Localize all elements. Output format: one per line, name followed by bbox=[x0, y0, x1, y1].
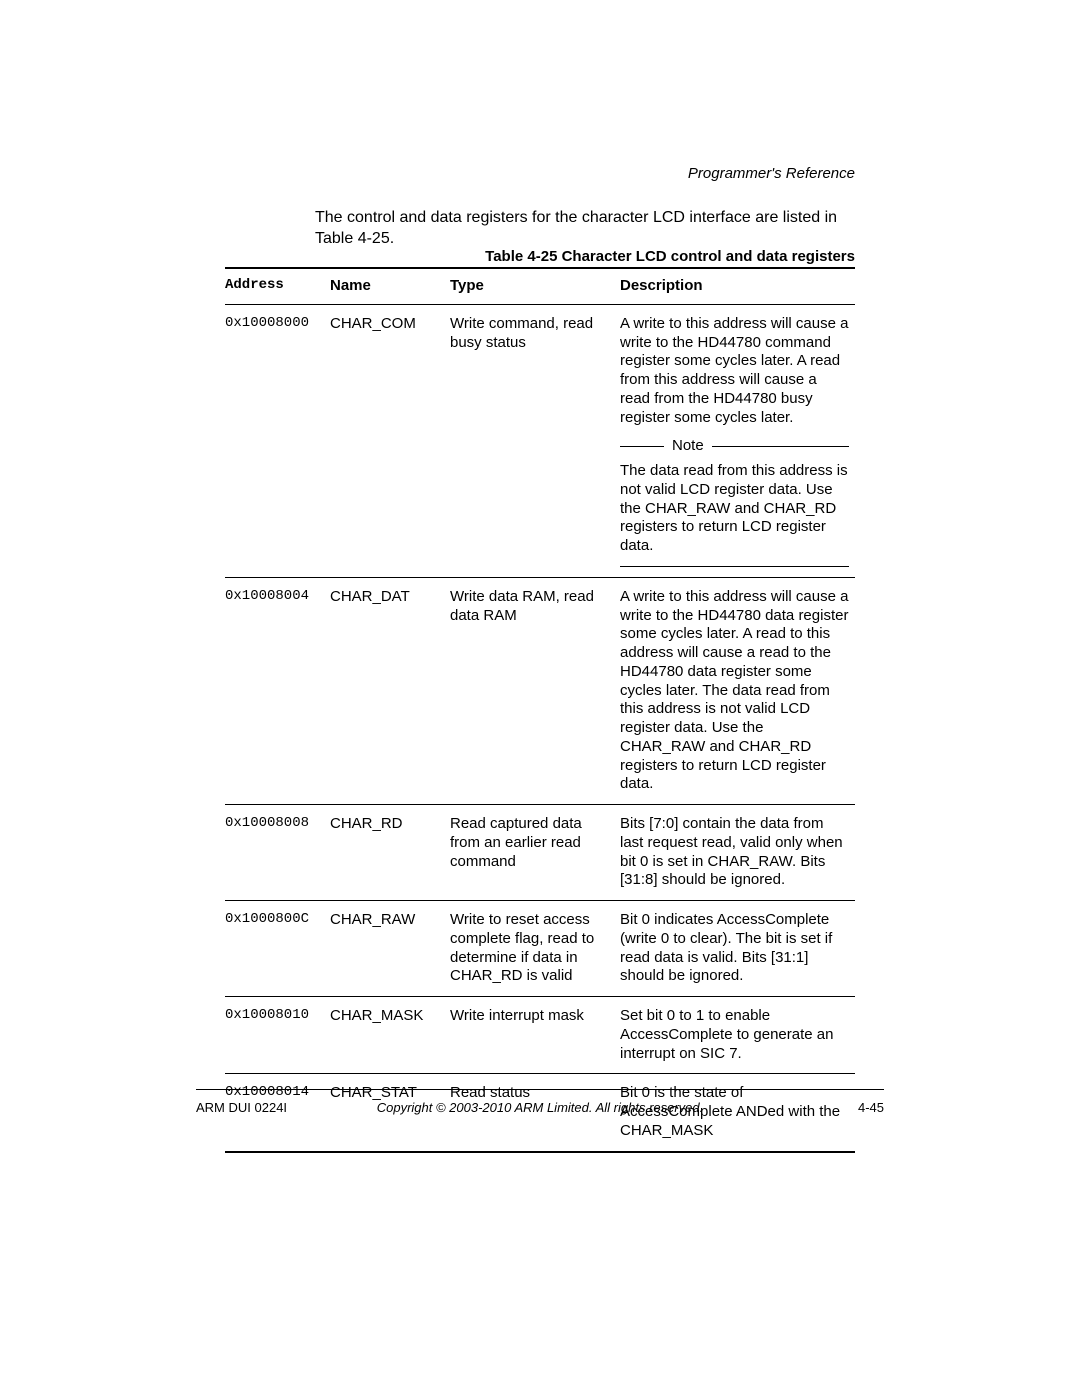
footer-copyright: Copyright © 2003-2010 ARM Limited. All r… bbox=[196, 1100, 884, 1115]
note-rule-icon bbox=[712, 446, 849, 447]
cell-description: A write to this address will cause a wri… bbox=[620, 577, 855, 804]
col-header-type: Type bbox=[450, 268, 620, 304]
note-label: Note bbox=[672, 437, 704, 456]
table-row: 0x10008000 CHAR_COM Write command, read … bbox=[225, 304, 855, 577]
cell-name: CHAR_MASK bbox=[330, 997, 450, 1074]
table-row: 0x10008010 CHAR_MASK Write interrupt mas… bbox=[225, 997, 855, 1074]
note-rule-icon bbox=[620, 446, 664, 447]
table-header-row: Address Name Type Description bbox=[225, 268, 855, 304]
cell-address: 0x10008000 bbox=[225, 304, 330, 577]
table-caption: Table 4-25 Character LCD control and dat… bbox=[485, 248, 855, 265]
page: Programmer's Reference The control and d… bbox=[0, 0, 1080, 1397]
cell-description: Bits [7:0] contain the data from last re… bbox=[620, 805, 855, 901]
col-header-address: Address bbox=[225, 268, 330, 304]
cell-type: Write to reset access complete flag, rea… bbox=[450, 901, 620, 997]
table-row: 0x1000800C CHAR_RAW Write to reset acces… bbox=[225, 901, 855, 997]
description-text: A write to this address will cause a wri… bbox=[620, 315, 848, 426]
footer-page-number: 4-45 bbox=[858, 1100, 884, 1115]
col-header-description: Description bbox=[620, 268, 855, 304]
cell-name: CHAR_COM bbox=[330, 304, 450, 577]
cell-name: CHAR_RAW bbox=[330, 901, 450, 997]
cell-type: Write data RAM, read data RAM bbox=[450, 577, 620, 804]
cell-description: Set bit 0 to 1 to enable AccessComplete … bbox=[620, 997, 855, 1074]
cell-type: Write interrupt mask bbox=[450, 997, 620, 1074]
cell-name: CHAR_DAT bbox=[330, 577, 450, 804]
footer-rule bbox=[196, 1089, 884, 1090]
cell-address: 0x1000800C bbox=[225, 901, 330, 997]
cell-description: Bit 0 indicates AccessComplete (write 0 … bbox=[620, 901, 855, 997]
cell-type: Read captured data from an earlier read … bbox=[450, 805, 620, 901]
note-header: Note bbox=[620, 437, 849, 456]
cell-description: A write to this address will cause a wri… bbox=[620, 304, 855, 577]
page-footer: ARM DUI 0224I Copyright © 2003-2010 ARM … bbox=[196, 1100, 884, 1115]
intro-paragraph: The control and data registers for the c… bbox=[315, 208, 855, 250]
table-row: 0x10008004 CHAR_DAT Write data RAM, read… bbox=[225, 577, 855, 804]
cell-name: CHAR_RD bbox=[330, 805, 450, 901]
note-footer-rule bbox=[620, 566, 849, 567]
cell-address: 0x10008004 bbox=[225, 577, 330, 804]
cell-type: Write command, read busy status bbox=[450, 304, 620, 577]
footer-doc-id: ARM DUI 0224I bbox=[196, 1100, 287, 1115]
register-table: Address Name Type Description 0x10008000… bbox=[225, 267, 855, 1153]
cell-address: 0x10008010 bbox=[225, 997, 330, 1074]
col-header-name: Name bbox=[330, 268, 450, 304]
note-text: The data read from this address is not v… bbox=[620, 462, 848, 554]
note-block: Note The data read from this address is … bbox=[620, 437, 849, 567]
running-head: Programmer's Reference bbox=[688, 165, 855, 182]
cell-address: 0x10008008 bbox=[225, 805, 330, 901]
table-row: 0x10008008 CHAR_RD Read captured data fr… bbox=[225, 805, 855, 901]
